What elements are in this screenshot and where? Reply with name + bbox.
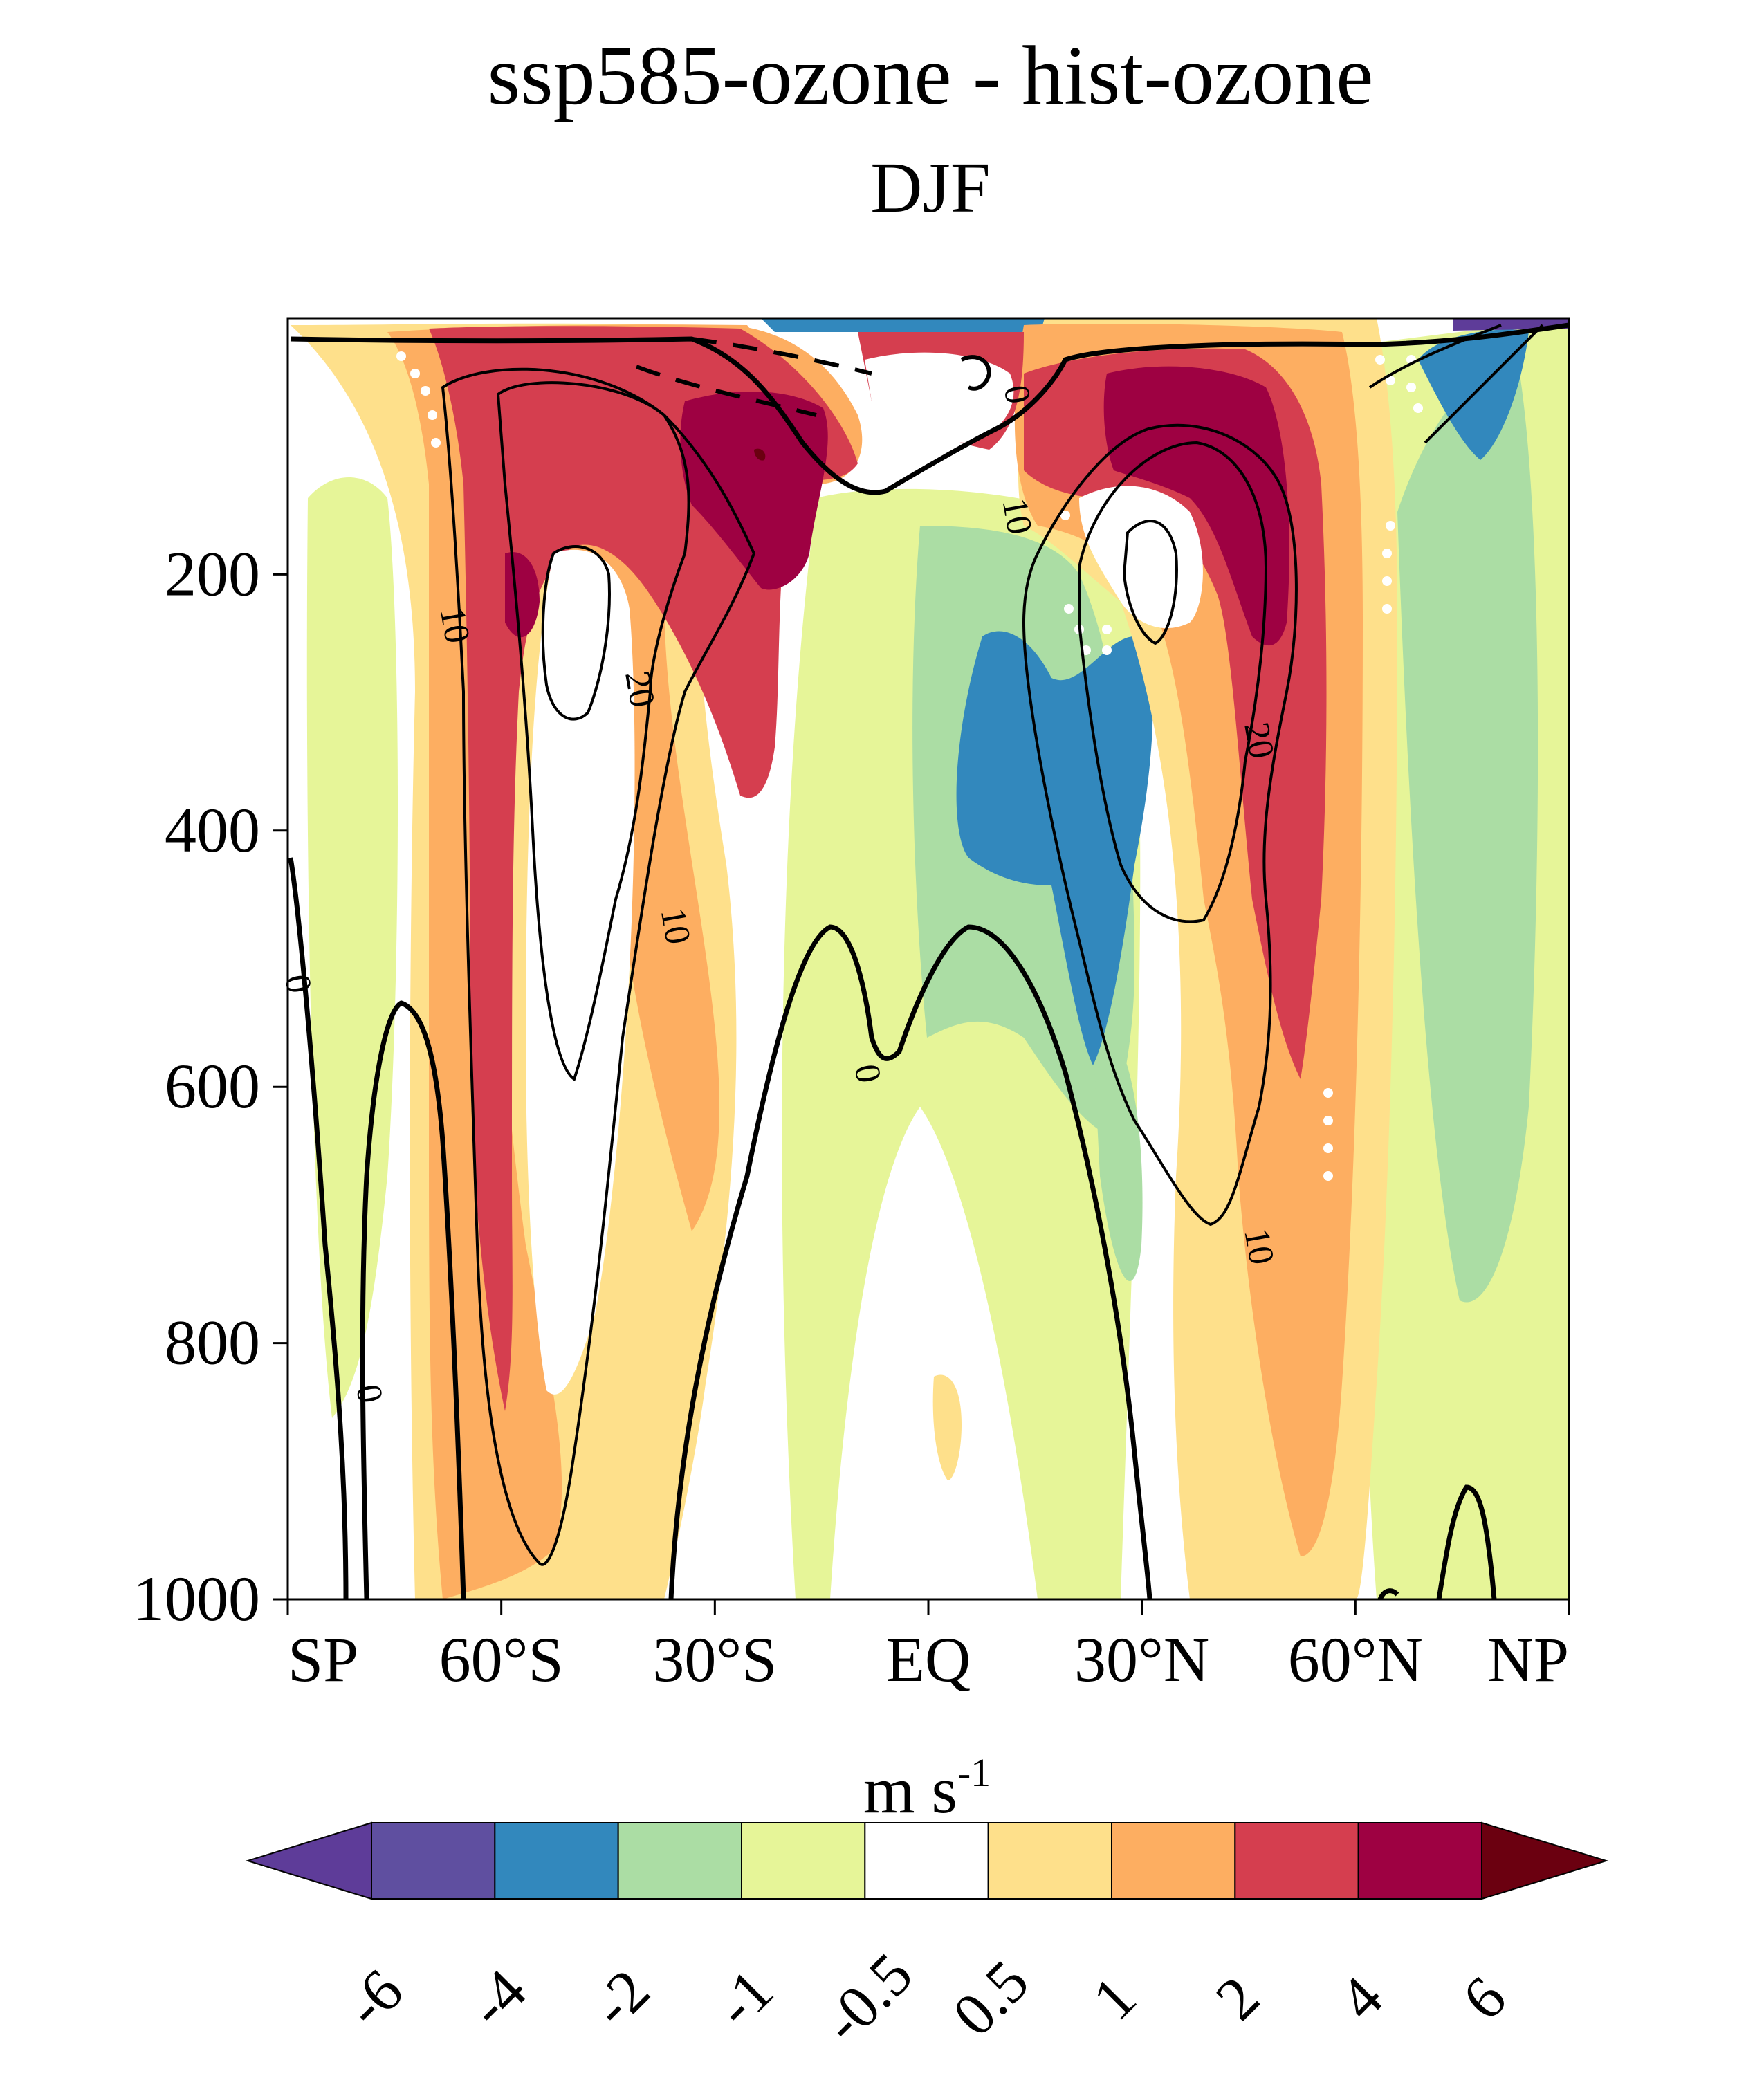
x-tick-label: SP <box>288 1624 358 1695</box>
filled-contour-field <box>288 318 1569 1599</box>
x-axis: SP 60°S 30°S EQ 30°N 60°N NP <box>286 1599 1570 1695</box>
contour-zero-top-loop <box>960 355 992 391</box>
x-tick-label: EQ <box>886 1624 971 1695</box>
colorbar-cell <box>987 1822 1112 1900</box>
stippling-dots <box>396 351 1423 1181</box>
region-nh-polar-green <box>1397 346 1538 1303</box>
colorbar-cell <box>494 1822 619 1900</box>
colorbar-cell <box>741 1822 866 1900</box>
colorbar-label: m s-1 <box>863 1750 991 1827</box>
region-tropics-green-lower <box>1093 1031 1143 1282</box>
colorbar-cell <box>1234 1822 1359 1900</box>
x-tick-label: NP <box>1487 1624 1569 1695</box>
colorbar-extend-max <box>1481 1821 1609 1900</box>
contour-zero-nh-polar <box>1436 1484 1497 1599</box>
contour-20-sh-core <box>541 545 611 721</box>
chart-subtitle: DJF <box>870 148 991 228</box>
contour-zero-nh-polar-small <box>1377 1588 1399 1599</box>
colorbar-tick-label: 0.5 <box>941 1948 1042 2049</box>
contour-zero-sh-subtropics <box>668 924 1152 1599</box>
colorbar-tick-label: -0.5 <box>810 1941 926 2057</box>
colorbar-tick-label: 4 <box>1327 1964 1396 2033</box>
x-tick-label: 30°S <box>652 1624 777 1695</box>
contour-label: 10 <box>653 905 698 947</box>
contour-10-nh <box>1022 423 1298 1226</box>
contour-zero-sh-polar <box>288 857 349 1599</box>
region-nh-white-core <box>1079 486 1203 629</box>
contour-zero-dashed-top <box>635 337 872 417</box>
contour-label: 10 <box>432 604 477 646</box>
colorbar-tick-label: 6 <box>1450 1964 1519 2033</box>
x-tick-label: 30°N <box>1074 1624 1209 1695</box>
colorbar-cell <box>371 1822 496 1900</box>
contour-20-nh-core <box>1122 520 1178 645</box>
colorbar-label-superscript: -1 <box>957 1750 991 1795</box>
y-tick-label: 600 <box>165 1051 260 1121</box>
contour-label: 10 <box>994 495 1039 537</box>
colorbar-tick-label: 1 <box>1080 1964 1149 2033</box>
colorbar-label-units: m s <box>863 1753 957 1827</box>
region-sh-jet-darkred <box>680 392 828 590</box>
colorbar: m s-1 -6 -4 -2 -1 -0.5 0.5 1 2 4 6 <box>245 1750 1609 2057</box>
contour-10-sh <box>441 367 756 1566</box>
y-tick-label: 800 <box>165 1307 260 1378</box>
contour-label: 20 <box>1236 719 1281 762</box>
region-sh-jet-darkestred <box>754 448 766 461</box>
colorbar-cell <box>864 1822 989 1900</box>
chart-title: ssp585-ozone - hist-ozone <box>487 29 1374 122</box>
colorbar-extend-min <box>245 1821 372 1900</box>
colorbar-cell <box>1357 1822 1482 1900</box>
y-tick-label: 1000 <box>133 1563 260 1634</box>
x-tick-label: 60°S <box>439 1624 564 1695</box>
region-top-white-tongue <box>865 352 1014 443</box>
colorbar-tick-label: -2 <box>580 1957 663 2040</box>
contour-label: 10 <box>1236 1225 1281 1267</box>
y-tick-label: 200 <box>165 538 260 609</box>
region-sh-polar-yellowgreen <box>306 477 398 1418</box>
contour-zero-sh-polar-b <box>360 1000 466 1599</box>
colorbar-cell <box>1111 1822 1236 1900</box>
contour-20-sh <box>496 381 690 1082</box>
contour-10-nh-polar <box>1368 324 1544 444</box>
contour-zero-top <box>290 322 1569 495</box>
contour-20-nh <box>1078 441 1268 923</box>
contour-lines <box>288 322 1569 1599</box>
x-tick-label: 60°N <box>1288 1624 1423 1695</box>
region-tropics-paleyellow-blob <box>932 1374 962 1480</box>
region-nh-jet-darkred <box>1103 366 1289 646</box>
contour-label: 20 <box>617 668 662 710</box>
region-tropics-blue <box>956 631 1153 1065</box>
y-tick-label: 400 <box>165 795 260 865</box>
colorbar-tick-label: 2 <box>1204 1964 1273 2033</box>
y-axis: 200 400 600 800 1000 <box>133 538 288 1634</box>
colorbar-cell <box>617 1822 743 1900</box>
colorbar-tick-label: -4 <box>456 1957 539 2040</box>
colorbar-tick-label: -6 <box>333 1957 416 2040</box>
colorbar-tick-label: -1 <box>703 1957 786 2040</box>
